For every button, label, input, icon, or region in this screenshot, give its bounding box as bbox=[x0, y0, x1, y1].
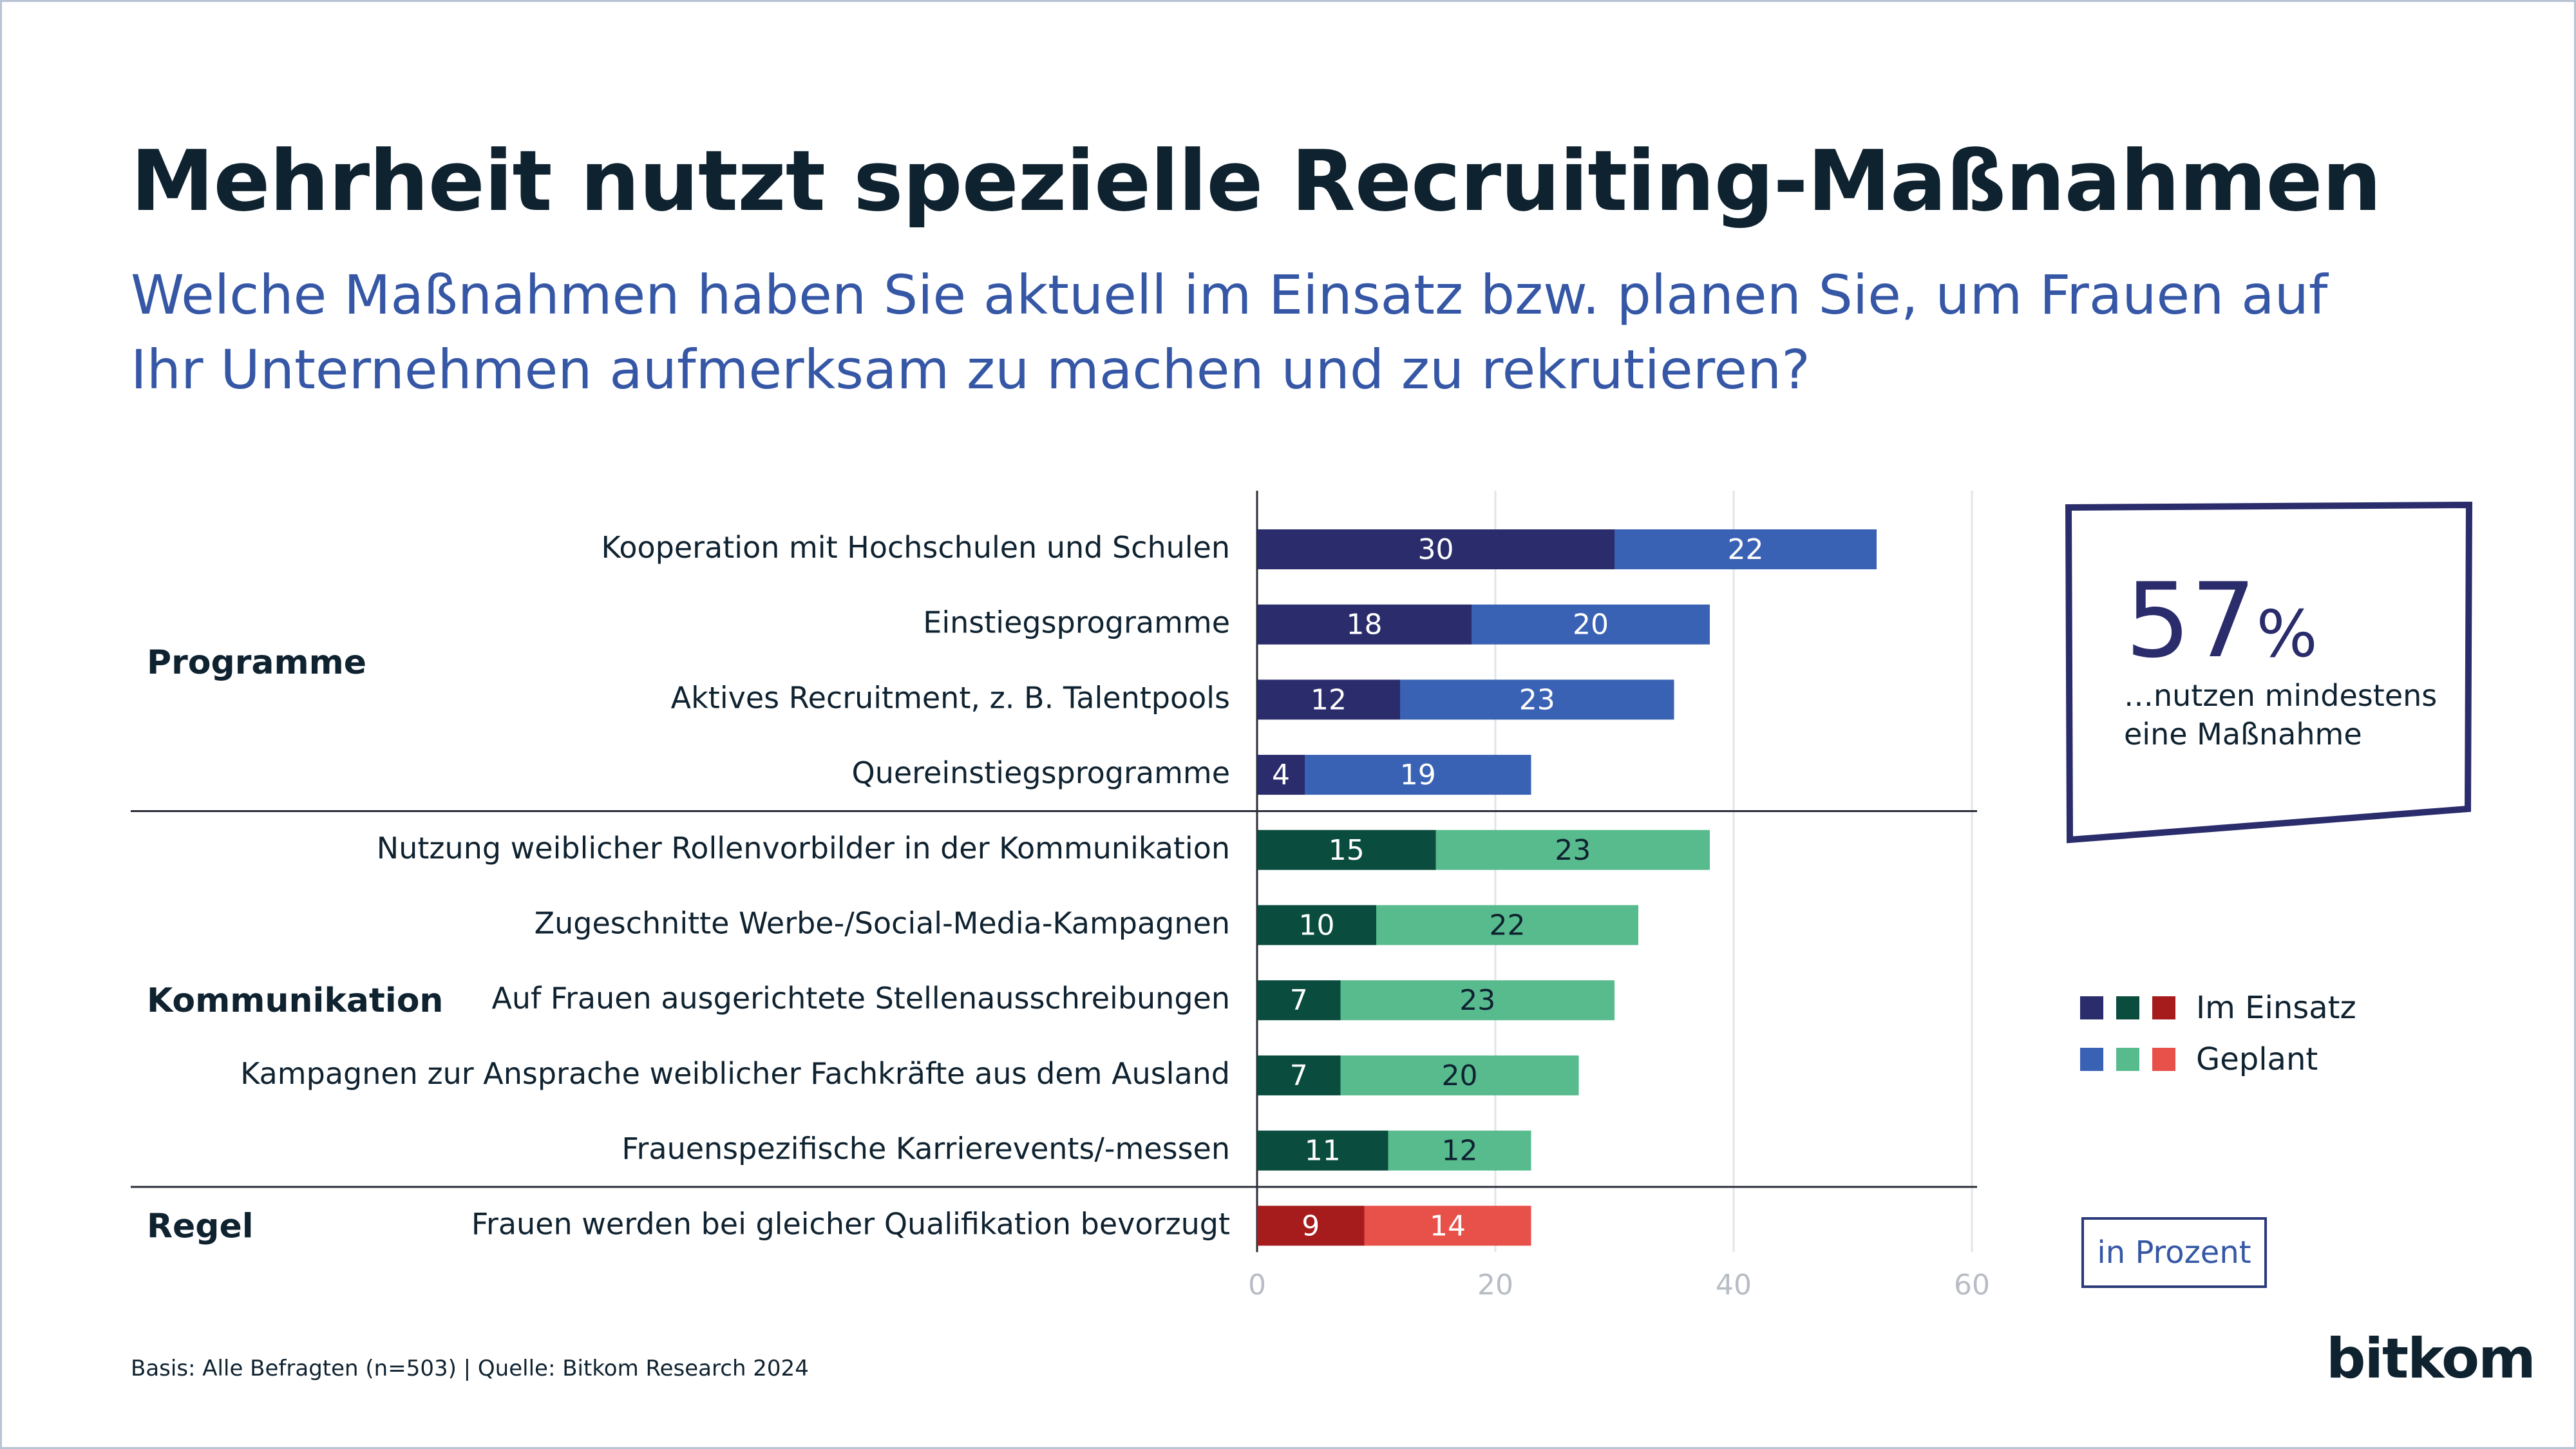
bar-segment-in-use bbox=[1257, 755, 1305, 795]
data-label: 9 bbox=[1302, 1209, 1320, 1242]
kpi-description: …nutzen mindestens eine Maßnahme bbox=[2124, 678, 2438, 752]
data-label: 12 bbox=[1311, 683, 1347, 716]
bar-segment-planned bbox=[1340, 980, 1615, 1021]
data-label: 23 bbox=[1459, 984, 1495, 1017]
bar-segment-in-use bbox=[1257, 905, 1376, 945]
bar-segment-planned bbox=[1340, 1055, 1579, 1095]
data-label: 18 bbox=[1347, 609, 1383, 641]
bar-segment-planned bbox=[1615, 529, 1877, 569]
legend-row-in-use: Im Einsatz bbox=[2080, 982, 2356, 1034]
bar-segment-in-use bbox=[1257, 1206, 1365, 1246]
category-label: Zugeschnitte Werbe-/Social-Media-Kampagn… bbox=[535, 906, 1230, 941]
legend-swatch bbox=[2116, 1048, 2139, 1071]
data-label: 4 bbox=[1272, 759, 1290, 791]
category-label: Nutzung weiblicher Rollenvorbilder in de… bbox=[377, 831, 1230, 866]
kpi-unit: % bbox=[2256, 596, 2318, 672]
category-label: Auf Frauen ausgerichtete Stellenausschre… bbox=[491, 981, 1230, 1016]
data-label: 20 bbox=[1573, 609, 1609, 641]
data-label: 7 bbox=[1290, 1059, 1308, 1092]
data-label: 19 bbox=[1400, 759, 1436, 791]
x-tick-label: 40 bbox=[1716, 1269, 1752, 1302]
bar-segment-in-use bbox=[1257, 679, 1400, 720]
x-tick-label: 0 bbox=[1248, 1269, 1266, 1302]
legend-swatch bbox=[2152, 1048, 2175, 1071]
bar-segment-planned bbox=[1435, 829, 1710, 870]
bar-segment-planned bbox=[1376, 905, 1638, 945]
bar-segment-planned bbox=[1364, 1206, 1531, 1246]
legend-row-planned: Geplant bbox=[2080, 1034, 2356, 1085]
bar-segment-in-use bbox=[1257, 1130, 1388, 1171]
bar-segment-in-use bbox=[1257, 980, 1341, 1021]
legend-label-in-use: Im Einsatz bbox=[2196, 990, 2356, 1026]
category-label: Frauenspezifische Karrierevents/-messen bbox=[621, 1132, 1230, 1166]
data-label: 23 bbox=[1555, 834, 1591, 867]
bar-segment-planned bbox=[1388, 1130, 1531, 1171]
category-label: Kooperation mit Hochschulen und Schulen bbox=[601, 530, 1230, 565]
bitkom-logo: bitkom bbox=[2326, 1327, 2536, 1391]
kpi-value: 57% bbox=[2125, 560, 2318, 681]
data-label: 14 bbox=[1430, 1209, 1466, 1242]
legend-label-planned: Geplant bbox=[2196, 1041, 2318, 1077]
footnote: Basis: Alle Befragten (n=503) | Quelle: … bbox=[131, 1356, 809, 1381]
category-label: Frauen werden bei gleicher Qualifikation… bbox=[471, 1206, 1230, 1241]
bar-segment-planned bbox=[1472, 604, 1710, 645]
category-label: Einstiegsprogramme bbox=[923, 605, 1230, 640]
x-tick-label: 60 bbox=[1954, 1269, 1990, 1302]
bar-segment-in-use bbox=[1257, 604, 1472, 645]
group-label: Regel bbox=[147, 1207, 254, 1245]
kpi-number: 57 bbox=[2125, 560, 2257, 681]
data-label: 15 bbox=[1329, 834, 1365, 867]
legend-swatch bbox=[2080, 1048, 2103, 1071]
legend-swatch bbox=[2116, 996, 2139, 1019]
data-label: 30 bbox=[1418, 533, 1454, 566]
category-label: Aktives Recruitment, z. B. Talentpools bbox=[671, 680, 1230, 715]
data-label: 11 bbox=[1305, 1135, 1341, 1168]
group-label: Programme bbox=[147, 643, 366, 682]
bar-segment-planned bbox=[1400, 679, 1674, 720]
bar-segment-in-use bbox=[1257, 1055, 1341, 1095]
data-label: 22 bbox=[1728, 533, 1764, 566]
data-label: 10 bbox=[1299, 909, 1335, 942]
data-label: 20 bbox=[1442, 1059, 1478, 1092]
unit-label: in Prozent bbox=[2081, 1217, 2267, 1288]
legend-swatch bbox=[2080, 996, 2103, 1019]
data-label: 12 bbox=[1442, 1135, 1478, 1168]
bar-segment-in-use bbox=[1257, 529, 1615, 569]
data-label: 7 bbox=[1290, 984, 1308, 1017]
legend-swatch bbox=[2152, 996, 2175, 1019]
data-label: 23 bbox=[1519, 683, 1555, 716]
page-subtitle: Welche Maßnahmen haben Sie aktuell im Ei… bbox=[131, 263, 2328, 401]
legend: Im Einsatz Geplant bbox=[2080, 982, 2356, 1085]
x-tick-label: 20 bbox=[1477, 1269, 1513, 1302]
group-label: Kommunikation bbox=[147, 981, 443, 1020]
bar-segment-planned bbox=[1305, 755, 1531, 795]
data-label: 22 bbox=[1490, 909, 1526, 942]
category-label: Quereinstiegsprogramme bbox=[851, 755, 1230, 790]
bar-segment-in-use bbox=[1257, 829, 1436, 870]
page-title: Mehrheit nutzt spezielle Recruiting-Maßn… bbox=[131, 132, 2382, 230]
category-label: Kampagnen zur Ansprache weiblicher Fachk… bbox=[240, 1056, 1230, 1091]
